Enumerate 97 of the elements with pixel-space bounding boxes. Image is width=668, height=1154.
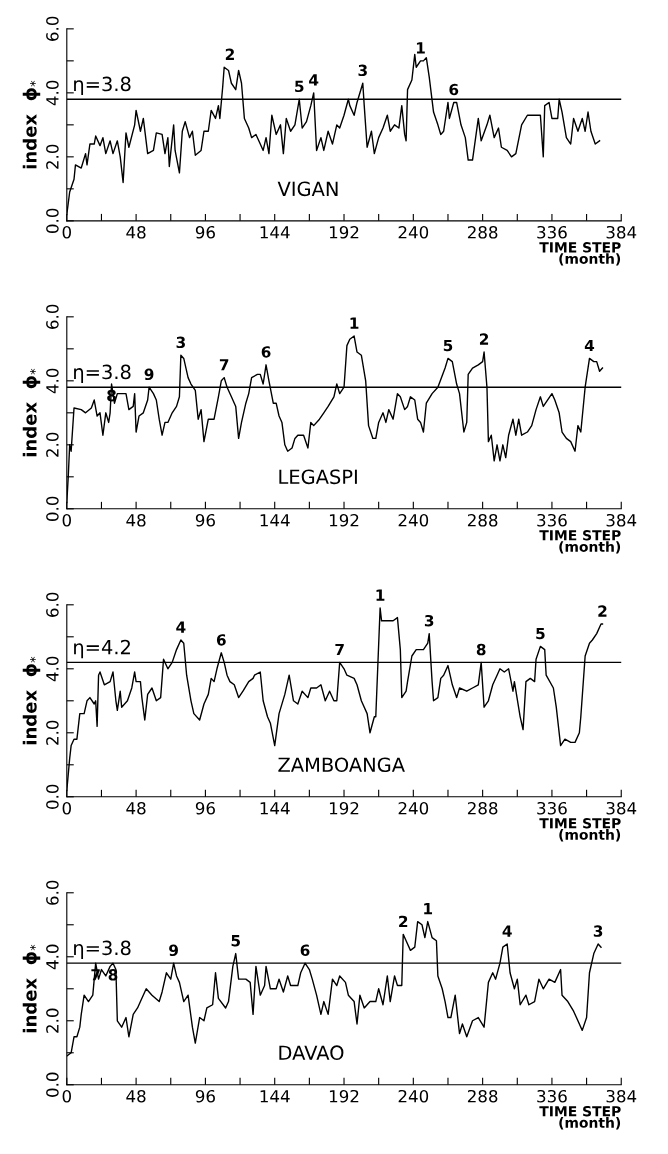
x-tick-label: 336	[537, 225, 567, 239]
ref-line-label: η=3.8	[74, 76, 131, 96]
annotation: 5	[231, 935, 240, 947]
y-tick-label: 2.0	[46, 1008, 59, 1033]
x-tick-label: 336	[537, 801, 567, 815]
annotation: VIGAN	[277, 181, 338, 197]
annotation: 8	[476, 643, 486, 656]
y-axis-title: index ϕ$_{*}$	[22, 368, 41, 457]
y-axis-title: index ϕ$_{*}$	[22, 656, 41, 745]
annotation: 2	[479, 333, 489, 345]
annotation: 3	[358, 64, 367, 77]
annotation: 9	[144, 368, 154, 381]
x-tick-label: 288	[467, 225, 498, 239]
x-tick-label: 0	[62, 801, 71, 815]
ref-line-label: η=3.8	[74, 940, 131, 959]
annotation: 5	[536, 627, 545, 640]
x-tick-label: 288	[467, 513, 498, 527]
annotation: LEGASPI	[279, 469, 357, 485]
annotation: 6	[216, 634, 226, 646]
annotation: ZAMBOANGA	[278, 757, 405, 773]
annotation: 2	[598, 605, 607, 617]
y-tick-label: 4.0	[46, 656, 59, 682]
annotation: 2	[225, 48, 234, 60]
x-tick-label: 48	[126, 513, 146, 527]
x-tick-label: 48	[126, 225, 146, 239]
annotation: 3	[176, 336, 185, 349]
annotation: 1	[350, 317, 359, 329]
x-tick-label: 0	[62, 1089, 71, 1103]
x-tick-label: 336	[537, 1089, 567, 1103]
y-tick-label: 2.0	[46, 144, 59, 169]
y-tick-label: 0.0	[46, 784, 59, 809]
x-axis-title: TIME STEP (month)	[539, 1106, 621, 1130]
annotation: 1	[424, 903, 433, 915]
x-tick-label: 0	[62, 225, 71, 239]
x-tick-label: 384	[606, 513, 637, 527]
annotation: 9	[169, 944, 178, 957]
y-tick-label: 6.0	[46, 880, 59, 905]
y-tick-label: 4.0	[46, 80, 59, 106]
x-tick-label: 48	[126, 1089, 146, 1103]
y-tick-label: 4.0	[46, 944, 59, 970]
y-tick-label: 2.0	[46, 432, 59, 457]
y-tick-label: 6.0	[46, 592, 59, 617]
annotation: 4	[309, 74, 319, 86]
annotation: 4	[502, 925, 512, 937]
x-tick-label: 336	[537, 513, 567, 527]
annotation: 4	[584, 339, 595, 352]
y-tick-label: 0.0	[46, 1072, 59, 1097]
annotation: 7	[335, 643, 344, 656]
x-tick-label: 240	[398, 513, 429, 527]
ref-line-label: η=3.8	[74, 364, 131, 384]
y-axis-title: index ϕ$_{*}$	[22, 944, 41, 1033]
x-tick-label: 192	[329, 513, 359, 527]
x-tick-label: 48	[126, 801, 146, 815]
y-tick-label: 4.0	[46, 368, 59, 394]
annotation: 6	[449, 83, 459, 96]
x-tick-label: 0	[62, 513, 71, 527]
x-axis-title: TIME STEP (month)	[539, 242, 621, 266]
x-axis-title: TIME STEP (month)	[539, 818, 621, 842]
annotation: 6	[300, 944, 310, 957]
x-tick-label: 192	[329, 801, 359, 815]
y-axis-title: index ϕ$_{*}$	[22, 80, 41, 169]
x-tick-label: 192	[329, 1089, 359, 1103]
x-tick-label: 96	[195, 801, 215, 815]
y-tick-label: 6.0	[46, 16, 59, 41]
x-tick-label: 384	[606, 801, 637, 815]
x-tick-label: 288	[467, 1089, 498, 1103]
x-tick-label: 240	[398, 225, 429, 239]
x-tick-label: 288	[467, 801, 498, 815]
annotation: 6	[261, 346, 271, 358]
y-tick-label: 2.0	[46, 720, 59, 745]
x-tick-label: 144	[260, 1090, 290, 1103]
annotation: 1	[416, 42, 425, 54]
annotation: 5	[443, 339, 453, 352]
x-tick-label: 144	[260, 226, 290, 239]
annotation: 3	[593, 925, 603, 937]
annotation: 1	[376, 589, 385, 601]
annotation: 7	[219, 359, 229, 371]
y-tick-label: 6.0	[46, 304, 59, 329]
x-tick-label: 96	[195, 225, 215, 239]
annotation: 3	[424, 614, 434, 627]
annotation: 2	[399, 915, 408, 928]
ref-line-label: η=4.2	[74, 639, 130, 659]
x-tick-label: 240	[398, 801, 429, 815]
x-tick-label: 144	[260, 802, 290, 815]
x-tick-label: 240	[398, 1089, 429, 1103]
annotation: 4	[176, 621, 186, 633]
annotation: 5	[295, 80, 304, 93]
x-tick-label: 96	[195, 513, 215, 527]
x-tick-label: 144	[260, 514, 290, 527]
annotation: DAVAO	[279, 1045, 344, 1061]
y-tick-label: 0.0	[46, 208, 59, 233]
x-tick-label: 96	[195, 1089, 215, 1103]
y-tick-label: 0.0	[46, 496, 59, 521]
x-axis-title: TIME STEP (month)	[539, 530, 621, 554]
x-tick-label: 384	[606, 225, 637, 239]
x-tick-label: 384	[606, 1089, 637, 1103]
x-tick-label: 192	[329, 225, 359, 239]
